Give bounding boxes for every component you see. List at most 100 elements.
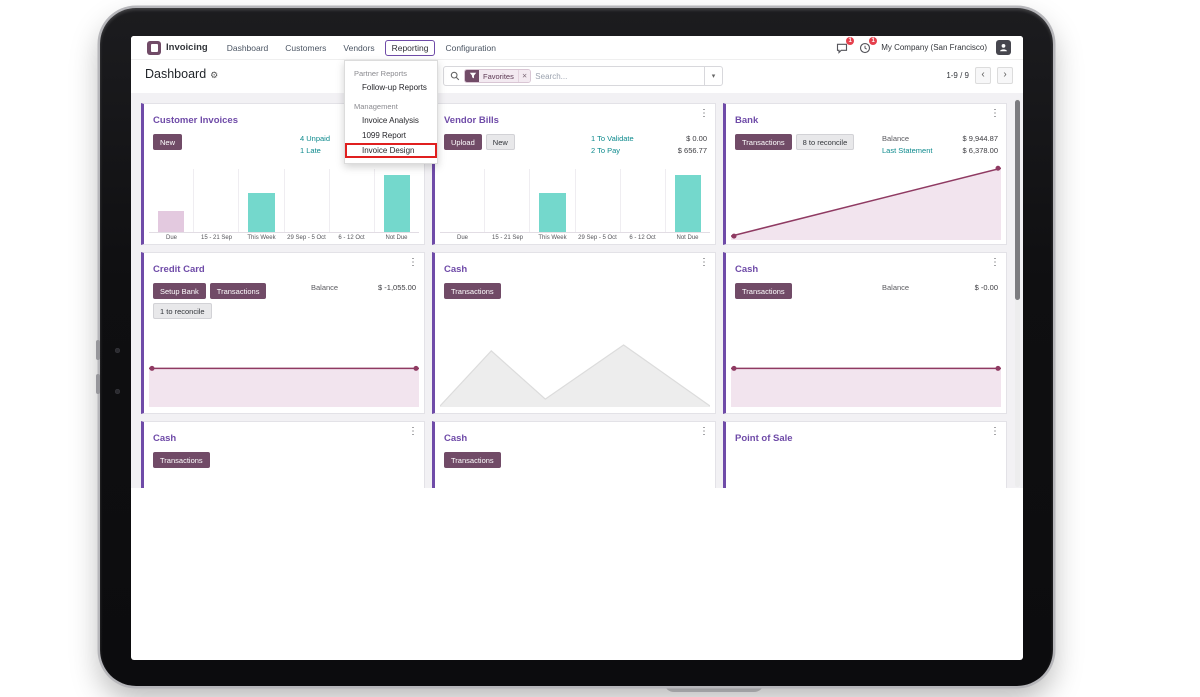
card-title[interactable]: Cash	[444, 264, 468, 275]
stat-link[interactable]: 4 Unpaid	[300, 134, 331, 143]
kebab-menu-icon[interactable]: ⋮	[408, 257, 418, 268]
bar-category-label: 15 - 21 Sep	[200, 235, 233, 241]
bar-slot	[619, 169, 665, 232]
breadcrumb: Dashboard ⚙	[145, 67, 218, 81]
bar-slot	[529, 169, 574, 232]
favorites-facet: Favorites ✕	[464, 69, 532, 83]
search-input[interactable]	[531, 71, 704, 81]
menu-item-invoice-design-highlighted[interactable]: Invoice Design	[345, 143, 437, 158]
company-name[interactable]: My Company (San Francisco)	[881, 43, 987, 52]
kebab-menu-icon[interactable]: ⋮	[699, 108, 709, 119]
menu-item-1099-report[interactable]: 1099 Report	[362, 131, 407, 140]
card-stats: Balance $ -0.00	[882, 283, 998, 292]
card-title[interactable]: Point of Sale	[735, 433, 793, 444]
pager: 1-9 / 9 ‹ ›	[946, 67, 1013, 84]
vertical-scrollbar-track[interactable]	[1015, 99, 1020, 487]
activities-clock-icon[interactable]: 1	[858, 36, 878, 55]
card-title[interactable]: Bank	[735, 115, 759, 126]
pager-next-button[interactable]: ›	[997, 67, 1013, 84]
bar-slot	[440, 169, 484, 232]
new-button[interactable]: New	[485, 134, 515, 150]
nav-item-dashboard[interactable]: Dashboard	[226, 42, 269, 53]
bar-category-label: Not Due	[676, 235, 699, 241]
reporting-dropdown-menu: Partner Reports Follow-up Reports Manage…	[344, 60, 438, 164]
line-chart	[731, 162, 1001, 240]
menu-item-follow-up-reports[interactable]: Follow-up Reports	[362, 83, 427, 92]
nav-item-reporting[interactable]: Reporting	[384, 39, 436, 56]
transactions-button[interactable]: Transactions	[444, 452, 501, 468]
bar-category-label: Due	[456, 235, 468, 241]
bar-slot	[373, 169, 419, 232]
search-bar[interactable]: Favorites ✕ ▾	[443, 66, 723, 86]
facet-remove-icon[interactable]: ✕	[517, 70, 531, 82]
stat-link[interactable]: 1 To Validate	[591, 134, 634, 143]
pager-previous-button[interactable]: ‹	[975, 67, 991, 84]
card-title[interactable]: Vendor Bills	[444, 115, 499, 126]
bar-category-label: 6 - 12 Oct	[338, 235, 365, 241]
card-buttons: Transactions 8 to reconcile	[735, 134, 855, 150]
dashboard-content: Customer Invoices ⋮ New 4 Unpaid 1 Late D…	[131, 93, 1023, 488]
kebab-menu-icon[interactable]: ⋮	[408, 426, 418, 437]
vertical-scrollbar-thumb[interactable]	[1015, 100, 1020, 300]
card-cash-4: Cash ⋮ Transactions	[432, 421, 716, 488]
bar-category-label: This Week	[247, 235, 276, 241]
card-title[interactable]: Cash	[153, 433, 177, 444]
kebab-menu-icon[interactable]: ⋮	[990, 257, 1000, 268]
card-buttons: Upload New	[444, 134, 515, 150]
stat-link[interactable]: Last Statement	[882, 146, 933, 155]
tablet-volume-down-button	[96, 374, 100, 394]
nav-item-vendors[interactable]: Vendors	[343, 42, 375, 53]
new-button[interactable]: New	[153, 134, 183, 150]
card-stats: 4 Unpaid 1 Late	[300, 134, 416, 155]
bar-slot	[193, 169, 238, 232]
page-title[interactable]: Dashboard	[145, 67, 207, 81]
kebab-menu-icon[interactable]: ⋮	[990, 108, 1000, 119]
card-title[interactable]: Credit Card	[153, 264, 205, 275]
stat-link[interactable]: 2 To Pay	[591, 146, 621, 155]
transactions-button[interactable]: Transactions	[153, 452, 210, 468]
setup-bank-button[interactable]: Setup Bank	[153, 283, 206, 299]
stat-label: Balance	[882, 283, 910, 292]
search-icon	[450, 71, 460, 81]
menu-item-invoice-analysis[interactable]: Invoice Analysis	[362, 116, 419, 125]
card-title[interactable]: Customer Invoices	[153, 115, 238, 126]
gear-icon[interactable]: ⚙	[210, 70, 219, 80]
8-to-reconcile-button[interactable]: 8 to reconcile	[795, 134, 855, 150]
bar-category-label: Due	[165, 235, 177, 241]
stat-value: $ -1,055.00	[378, 283, 416, 292]
search-options-caret-icon[interactable]: ▾	[704, 67, 722, 85]
bar-category-label: 6 - 12 Oct	[629, 235, 656, 241]
menu-section-management: Management	[354, 102, 398, 111]
stat-value: $ -0.00	[974, 283, 998, 292]
transactions-button[interactable]: Transactions	[735, 134, 792, 150]
card-title[interactable]: Cash	[444, 433, 468, 444]
user-avatar[interactable]	[996, 40, 1011, 55]
1-to-reconcile-button[interactable]: 1 to reconcile	[153, 303, 212, 319]
upload-button[interactable]: Upload	[444, 134, 482, 150]
kebab-menu-icon[interactable]: ⋮	[990, 426, 1000, 437]
stat-value: $ 6,378.00	[962, 146, 998, 155]
messages-icon[interactable]: 1	[835, 36, 855, 55]
transactions-button[interactable]: Transactions	[735, 283, 792, 299]
card-buttons: New	[153, 134, 183, 150]
kebab-menu-icon[interactable]: ⋮	[699, 426, 709, 437]
card-point-of-sale: Point of Sale ⋮	[723, 421, 1007, 488]
card-title[interactable]: Cash	[735, 264, 759, 275]
stat-value: $ 656.77	[677, 146, 707, 155]
stat-label: Balance	[311, 283, 339, 292]
tablet-screen: Invoicing Dashboard Customers Vendors Re…	[131, 36, 1023, 660]
bar-category-label: Not Due	[385, 235, 408, 241]
nav-item-configuration[interactable]: Configuration	[445, 42, 497, 53]
messages-badge: 1	[846, 36, 855, 45]
card-buttons: Transactions	[153, 452, 210, 468]
stat-link[interactable]: 1 Late	[300, 146, 321, 155]
tablet-camera-dot	[115, 348, 120, 353]
card-credit-card: Credit Card ⋮ Setup Bank Transactions 1 to…	[141, 252, 425, 414]
kebab-menu-icon[interactable]: ⋮	[699, 257, 709, 268]
transactions-button[interactable]: Transactions	[444, 283, 501, 299]
bar-slot	[283, 169, 329, 232]
transactions-button[interactable]: Transactions	[209, 283, 267, 299]
invoicing-app-icon[interactable]	[147, 40, 161, 55]
nav-item-customers[interactable]: Customers	[285, 42, 327, 53]
line-chart	[731, 365, 1001, 407]
